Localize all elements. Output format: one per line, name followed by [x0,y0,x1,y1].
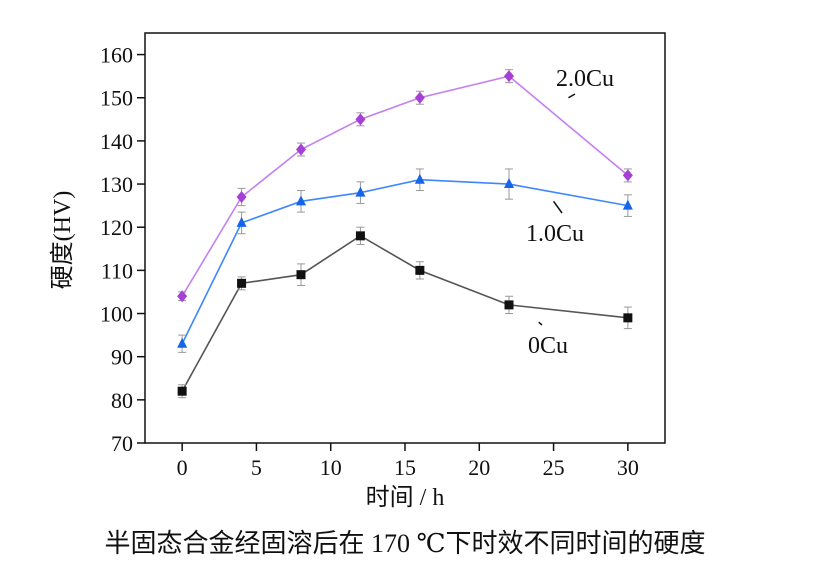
y-tick-label: 150 [100,86,133,111]
figure-caption: 半固态合金经固溶后在 170 ℃下时效不同时间的硬度 [104,529,705,558]
data-point-1-0cu [177,337,188,348]
y-tick-label: 130 [100,172,133,197]
x-tick-label: 15 [394,455,416,480]
data-point-0cu [177,386,187,396]
data-point-1-0cu [355,186,366,197]
data-point-0cu [415,265,425,275]
series-label-2-0cu: 2.0Cu [556,66,614,92]
data-point-2-0cu [504,70,514,83]
data-point-0cu [355,231,365,241]
leader-line-2-0cu [568,93,576,99]
leader-line-0cu [538,321,543,326]
data-point-1-0cu [414,173,425,184]
x-tick-label: 10 [320,455,342,480]
y-tick-label: 70 [111,431,133,456]
x-axis-title: 时间 / h [366,484,445,511]
data-point-2-0cu [622,169,633,182]
data-point-2-0cu [414,91,425,104]
y-tick-label: 110 [101,258,133,283]
plot-frame [144,32,666,444]
data-point-2-0cu [296,143,306,156]
series-label-0cu: 0Cu [528,333,568,359]
data-point-2-0cu [355,113,366,126]
x-tick-label: 25 [543,455,565,480]
y-tick-label: 160 [100,43,133,68]
y-tick-label: 80 [111,388,133,413]
y-tick-label: 120 [100,215,133,240]
x-tick-label: 0 [177,455,188,480]
data-point-1-0cu [236,216,247,227]
leader-line-1-0cu [552,200,563,214]
series-label-1-0cu: 1.0Cu [526,221,584,247]
data-point-2-0cu [177,290,188,303]
series-line-0cu [181,234,628,392]
series-line-2-0cu [181,75,629,297]
x-tick-label: 30 [617,455,639,480]
x-tick-label: 20 [468,455,490,480]
data-point-1-0cu [296,195,306,206]
y-tick-label: 100 [100,302,133,327]
y-tick-label: 90 [111,345,133,370]
data-point-2-0cu [236,191,247,203]
data-point-0cu [296,270,306,280]
y-tick-label: 140 [100,129,133,154]
y-axis-title: 硬度(HV) [49,191,76,290]
x-tick-label: 5 [251,455,262,480]
data-point-1-0cu [622,199,633,210]
data-point-0cu [237,278,247,288]
plot-area: 0 5 10 15 20 25 30 70 80 90 100 110 120 130 140 150 160 2… [100,32,666,480]
data-point-1-0cu [504,178,514,189]
data-point-0cu [504,300,514,310]
data-point-0cu [623,313,633,323]
